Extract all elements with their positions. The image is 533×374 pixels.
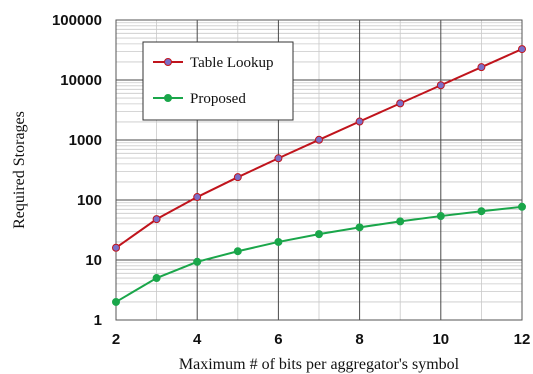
x-tick-label: 2 bbox=[112, 331, 120, 348]
legend-label-proposed: Proposed bbox=[190, 91, 246, 107]
y-axis-label: Required Storages bbox=[11, 111, 28, 229]
data-point-table-lookup bbox=[518, 45, 526, 54]
legend-marker-proposed bbox=[164, 94, 172, 102]
legend: Table Lookup Proposed bbox=[142, 41, 294, 121]
data-point-table-lookup bbox=[436, 81, 445, 90]
x-tick-label: 12 bbox=[514, 331, 531, 348]
data-point-table-lookup bbox=[355, 117, 364, 126]
data-point-proposed bbox=[274, 237, 283, 246]
x-tick-label: 10 bbox=[432, 331, 449, 348]
data-point-proposed bbox=[233, 247, 242, 256]
data-point-proposed bbox=[152, 274, 161, 283]
data-point-table-lookup bbox=[233, 173, 242, 182]
data-point-proposed bbox=[315, 230, 323, 239]
data-point-proposed bbox=[355, 223, 364, 232]
data-point-table-lookup bbox=[274, 154, 283, 163]
legend-label-table-lookup: Table Lookup bbox=[190, 55, 274, 71]
x-axis-label: Maximum # of bits per aggregator's symbo… bbox=[179, 356, 460, 373]
minor-gridlines bbox=[116, 20, 522, 320]
legend-box bbox=[142, 41, 294, 121]
legend-marker-table-lookup bbox=[164, 58, 172, 66]
y-tick-label: 1000 bbox=[69, 132, 102, 149]
x-tick-label: 6 bbox=[274, 331, 282, 348]
data-point-proposed bbox=[396, 217, 405, 226]
data-point-proposed bbox=[477, 207, 486, 216]
y-tick-label: 10 bbox=[85, 252, 102, 269]
plot-frame bbox=[115, 19, 523, 321]
data-point-table-lookup bbox=[315, 135, 323, 144]
x-tick-labels: 2 4 6 8 10 12 bbox=[112, 331, 531, 348]
data-point-table-lookup bbox=[152, 215, 161, 224]
data-point-proposed bbox=[518, 202, 526, 211]
y-tick-labels: 1 10 100 1000 10000 100000 bbox=[52, 12, 102, 329]
x-tick-label: 4 bbox=[193, 331, 202, 348]
series-group bbox=[112, 45, 526, 306]
y-tick-label: 1 bbox=[94, 312, 102, 329]
x-tick-label: 8 bbox=[355, 331, 363, 348]
data-point-proposed bbox=[112, 297, 120, 306]
data-point-table-lookup bbox=[477, 63, 486, 72]
data-point-table-lookup bbox=[193, 193, 202, 202]
data-point-table-lookup bbox=[396, 99, 405, 108]
data-point-proposed bbox=[193, 257, 202, 266]
y-tick-label: 10000 bbox=[60, 72, 102, 89]
y-tick-label: 100000 bbox=[52, 12, 102, 29]
data-point-table-lookup bbox=[112, 243, 120, 252]
data-point-proposed bbox=[436, 212, 445, 221]
y-tick-label: 100 bbox=[77, 192, 102, 209]
